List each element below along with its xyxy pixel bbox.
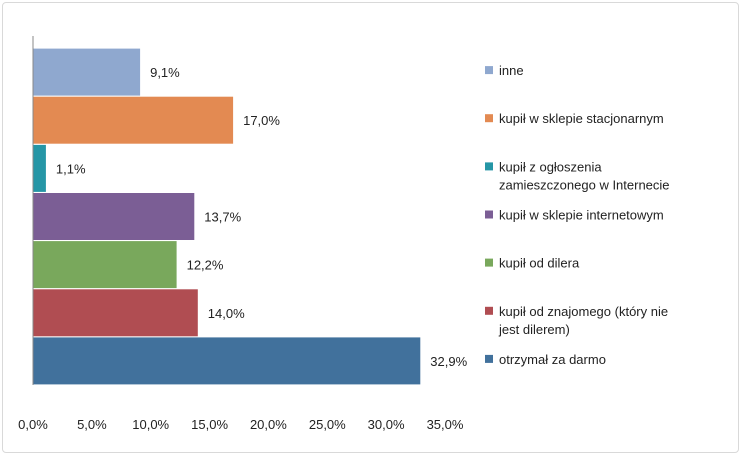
data-label-2: 17,0%	[243, 113, 280, 128]
legend-label-1-line-1: inne	[499, 63, 524, 78]
x-tick-label-6: 30,0%	[368, 417, 405, 432]
legend-label-5-line-1: kupił od dilera	[499, 256, 580, 271]
data-label-3: 1,1%	[56, 161, 86, 176]
legend-swatch-6	[485, 306, 493, 315]
bar-7	[33, 337, 421, 385]
legend-swatch-4	[485, 210, 493, 219]
bars-group	[33, 48, 421, 385]
legend-label-3-line-1: kupił z ogłoszenia	[499, 159, 602, 174]
legend-swatch-5	[485, 258, 493, 267]
x-tick-label-1: 5,0%	[77, 417, 107, 432]
legend-swatch-1	[485, 66, 493, 75]
x-tick-label-7: 35,0%	[427, 417, 464, 432]
legend: inne kupił w sklepie stacjonarnym kupił z …	[485, 63, 670, 367]
data-label-6: 14,0%	[208, 306, 245, 321]
legend-swatch-2	[485, 114, 493, 123]
legend-swatch-3	[485, 162, 493, 171]
data-label-1: 9,1%	[150, 65, 180, 80]
bar-2	[33, 96, 234, 144]
legend-label-7-line-1: otrzymał za darmo	[499, 352, 606, 367]
data-label-7: 32,9%	[430, 354, 467, 369]
bar-1	[33, 48, 141, 96]
bar-5	[33, 241, 177, 289]
data-label-5: 12,2%	[187, 258, 224, 273]
x-tick-label-2: 10,0%	[132, 417, 169, 432]
legend-swatch-7	[485, 354, 493, 363]
x-tick-label-3: 15,0%	[191, 417, 228, 432]
legend-label-4-line-1: kupił w sklepie internetowym	[499, 208, 664, 223]
x-tick-label-5: 25,0%	[309, 417, 346, 432]
bar-6	[33, 289, 198, 337]
data-label-4: 13,7%	[204, 210, 241, 225]
legend-label-6-line-2: jest dilerem)	[498, 322, 570, 337]
x-tick-label-4: 20,0%	[250, 417, 287, 432]
x-axis-ticks: 0,0% 5,0% 10,0% 15,0% 20,0% 25,0% 30,0% 35,0%	[18, 417, 464, 432]
legend-label-2-line-1: kupił w sklepie stacjonarnym	[499, 111, 664, 126]
legend-label-3-line-2: zamieszczonego w Internecie	[499, 177, 670, 192]
x-tick-label-0: 0,0%	[18, 417, 48, 432]
bar-4	[33, 193, 195, 240]
legend-label-6-line-1: kupił od znajomego (który nie	[499, 304, 668, 319]
data-labels-group: 9,1% 17,0% 1,1% 13,7% 12,2% 14,0% 32,9%	[56, 65, 468, 369]
bar-3	[33, 144, 46, 192]
